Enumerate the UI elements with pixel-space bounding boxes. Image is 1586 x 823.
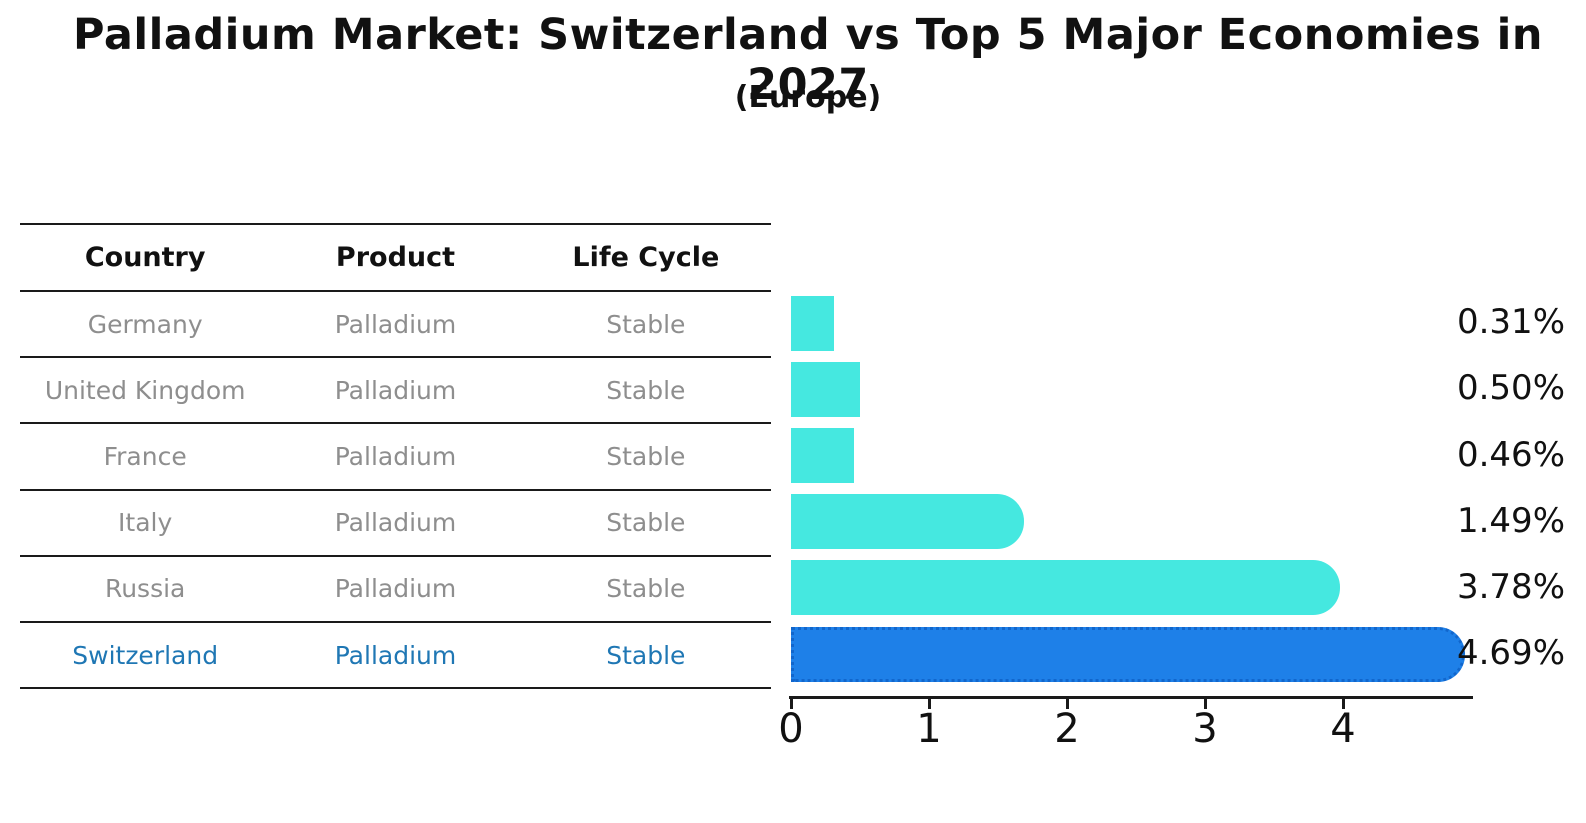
- table-row: Russia Palladium Stable: [20, 557, 771, 623]
- x-axis-tick-label: 4: [1330, 706, 1356, 752]
- chart-title: Palladium Market: Switzerland vs Top 5 M…: [73, 10, 1543, 110]
- table-cell-life-cycle: Stable: [606, 309, 686, 339]
- bar-russia: [791, 560, 1340, 616]
- table-row: Germany Palladium Stable: [20, 292, 771, 359]
- value-label: 0.31%: [1456, 302, 1565, 343]
- table-header-row: Country Product Life Cycle: [20, 225, 771, 292]
- table-cell-country: United Kingdom: [44, 375, 246, 405]
- x-axis-tick-label: 3: [1192, 706, 1218, 752]
- table-row: France Palladium Stable: [20, 424, 771, 491]
- table-cell-product: Palladium: [334, 309, 457, 339]
- bar-switzerland: [791, 626, 1466, 682]
- bar-united-kingdom: [791, 361, 860, 417]
- bar-italy: [791, 494, 1024, 550]
- x-axis-tick: [1204, 699, 1207, 709]
- value-label: 0.46%: [1456, 434, 1565, 475]
- table-cell-product: Palladium: [334, 574, 457, 604]
- table-cell-country: France: [103, 441, 187, 471]
- value-label: 1.49%: [1456, 500, 1565, 541]
- table-cell-country: Germany: [87, 309, 203, 339]
- bar-france: [791, 428, 855, 483]
- table-cell-life-cycle: Stable: [606, 441, 686, 471]
- table-cell-product: Palladium: [334, 375, 457, 405]
- table-cell-product: Palladium: [334, 441, 457, 471]
- x-axis-tick-label: 0: [778, 706, 804, 752]
- value-label: 4.69%: [1456, 633, 1565, 674]
- x-axis-tick: [1342, 699, 1345, 709]
- value-label: 3.78%: [1456, 566, 1565, 607]
- x-axis-tick-label: 2: [1054, 706, 1080, 752]
- column-header: Product: [335, 242, 456, 273]
- table-cell-product: Palladium: [334, 508, 457, 538]
- x-axis-tick-label: 1: [916, 706, 942, 752]
- table-cell-life-cycle: Stable: [606, 574, 686, 604]
- table-row: Switzerland Palladium Stable: [20, 623, 771, 690]
- table-cell-life-cycle: Stable: [606, 640, 686, 670]
- data-table: Country Product Life Cycle Germany Palladium…: [20, 223, 771, 690]
- chart-subtitle: (Europe): [734, 80, 882, 115]
- bar-germany: [791, 295, 834, 351]
- value-label: 0.50%: [1456, 368, 1565, 409]
- table-row: United Kingdom Palladium Stable: [20, 358, 771, 425]
- table-cell-product: Palladium: [334, 640, 457, 670]
- table-cell-life-cycle: Stable: [606, 375, 686, 405]
- table-cell-country: Russia: [104, 574, 186, 604]
- x-axis-line: [789, 696, 1473, 699]
- x-axis-tick: [1066, 699, 1069, 709]
- x-axis-tick: [928, 699, 931, 709]
- x-axis-tick: [790, 699, 793, 709]
- column-header: Country: [84, 242, 206, 273]
- table-cell-country: Italy: [118, 508, 173, 538]
- table-cell-country: Switzerland: [72, 640, 219, 670]
- table-row: Italy Palladium Stable: [20, 491, 771, 557]
- table-cell-life-cycle: Stable: [606, 508, 686, 538]
- column-header: Life Cycle: [572, 242, 720, 273]
